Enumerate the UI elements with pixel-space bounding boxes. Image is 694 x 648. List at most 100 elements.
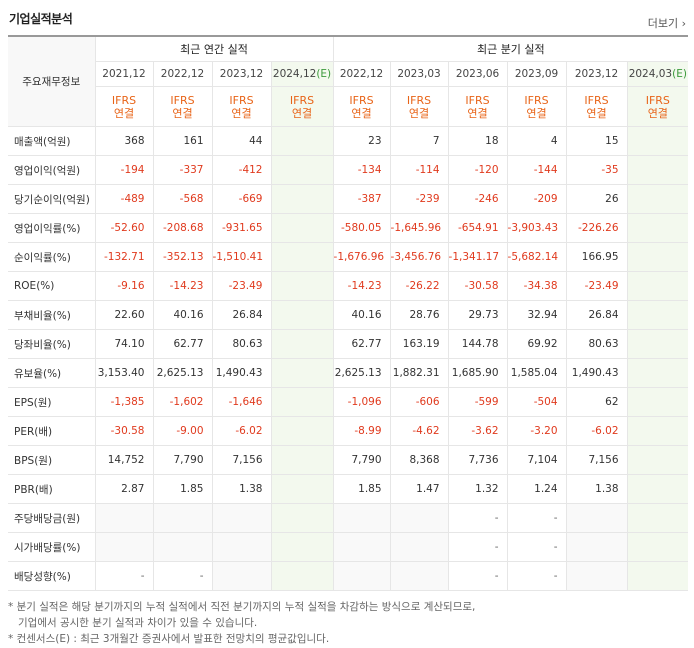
value-cell: 1,685.90	[447, 358, 508, 388]
value-cell	[152, 532, 213, 562]
value-cell: -580.05	[332, 213, 391, 243]
period-cell: 2024,03(E)	[626, 61, 689, 87]
value-cell	[565, 561, 628, 591]
note: * 분기 실적은 해당 분기까지의 누적 실적에서 직전 분기까지의 누적 실적…	[8, 601, 476, 613]
value-cell: -1,646	[211, 387, 272, 417]
value-cell: -23.49	[565, 271, 628, 301]
value-cell: -387	[332, 184, 391, 214]
value-cell: 2.87	[94, 474, 154, 504]
value-cell: -3,456.76	[389, 242, 449, 272]
value-cell: -	[447, 503, 508, 533]
value-cell	[626, 300, 689, 330]
value-cell	[626, 561, 689, 591]
value-cell: 26.84	[211, 300, 272, 330]
value-cell: -1,341.17	[447, 242, 508, 272]
basis: 연결	[172, 106, 193, 120]
standard: IFRS	[524, 93, 549, 107]
period-cell: 2023,12	[211, 61, 272, 87]
group-header: 최근 연간 실적	[94, 35, 334, 62]
value-cell: -4.62	[389, 416, 449, 446]
standard-cell: IFRS 연결	[95, 86, 154, 127]
row-label: 영업이익(억원)	[8, 155, 96, 185]
value-cell: -26.22	[389, 271, 449, 301]
standard: IFRS	[406, 93, 432, 107]
value-cell: 3,153.40	[94, 358, 154, 388]
standard: IFRS	[349, 93, 374, 107]
value-cell	[565, 532, 628, 562]
basis: 연결	[467, 106, 488, 120]
row-label: BPS(원)	[8, 445, 96, 475]
value-cell: 1,490.43	[565, 358, 628, 388]
value-cell	[389, 503, 449, 533]
value-cell: -9.16	[94, 271, 154, 301]
value-cell: -209	[506, 184, 567, 214]
period-cell: 2024,12(E)	[270, 61, 334, 87]
period: 2023,06	[455, 68, 500, 80]
value-cell: 23	[332, 126, 391, 156]
standard: IFRS	[645, 93, 670, 107]
data-row: 부채비율(%) 22.60 40.16 26.84 40.16 28.76 29.73 32.…	[8, 300, 689, 330]
period-cell: 2023,06	[447, 61, 508, 87]
data-row: 영업이익(억원) -194 -337 -412 -134 -114 -120 -144 -35	[8, 155, 689, 185]
value-cell: -30.58	[447, 271, 508, 301]
value-cell: 80.63	[565, 329, 628, 359]
value-cell	[211, 532, 272, 562]
row-label: 부채비율(%)	[8, 300, 96, 330]
value-cell	[270, 242, 334, 272]
value-cell	[626, 155, 689, 185]
value-cell: -412	[211, 155, 272, 185]
value-cell: 7	[389, 126, 449, 156]
value-cell: 44	[211, 126, 272, 156]
note: 기업에서 공시한 분기 실적과 차이가 있을 수 있습니다.	[18, 617, 258, 629]
value-cell: 18	[447, 126, 508, 156]
value-cell	[94, 503, 154, 533]
value-cell: -5,682.14	[506, 242, 567, 272]
period-cell: 2023,03	[389, 61, 449, 87]
standard: IFRS	[465, 93, 490, 107]
row-label: 당좌비율(%)	[8, 329, 96, 359]
value-cell: -226.26	[565, 213, 628, 243]
data-row: 영업이익률(%) -52.60 -208.68 -931.65 -580.05 -1,64…	[8, 213, 689, 243]
period-cell: 2022,12	[152, 61, 213, 87]
value-cell: 1,882.31	[389, 358, 449, 388]
value-cell	[626, 416, 689, 446]
data-row: PER(배) -30.58 -9.00 -6.02 -8.99 -4.62 -3.62 -3.…	[8, 416, 689, 446]
value-cell	[211, 561, 272, 591]
more-link[interactable]: 더보기	[648, 15, 686, 31]
value-cell: -1,096	[332, 387, 391, 417]
value-cell: -1,676.96	[332, 242, 391, 272]
data-row: 유보율(%) 3,153.40 2,625.13 1,490.43 2,625.13 1,…	[8, 358, 689, 388]
value-cell: -246	[447, 184, 508, 214]
row-label: 당기순이익(억원)	[8, 184, 96, 214]
row-label: PBR(배)	[8, 474, 96, 504]
value-cell	[270, 532, 334, 562]
value-cell: 1.24	[506, 474, 567, 504]
value-cell	[626, 184, 689, 214]
section-title: 기업실적분석	[9, 12, 73, 26]
row-label: 매출액(억원)	[8, 126, 96, 156]
value-cell: -3.62	[447, 416, 508, 446]
group-header: 최근 분기 실적	[332, 35, 689, 62]
value-cell: -114	[389, 155, 449, 185]
period-row: 2021,12 2022,12 2023,12 2024,12(E) 2022,12 20…	[8, 61, 689, 87]
row-label: ROE(%)	[8, 271, 96, 301]
standard-cell: IFRS 연결	[332, 86, 391, 127]
standard: IFRS	[584, 93, 609, 107]
data-row: 매출액(억원) 368 161 44 23 7 18 4 15	[8, 126, 689, 156]
value-cell	[626, 242, 689, 272]
basis: 연결	[586, 106, 607, 120]
financial-table: 주요재무정보 최근 연간 실적 최근 분기 실적 2021,12 2022,12 2023…	[8, 35, 689, 591]
value-cell	[626, 503, 689, 533]
value-cell	[94, 532, 154, 562]
row-label: 배당성향(%)	[8, 561, 96, 591]
value-cell: -9.00	[152, 416, 213, 446]
value-cell: 74.10	[94, 329, 154, 359]
value-cell	[626, 271, 689, 301]
value-cell	[626, 358, 689, 388]
row-label: PER(배)	[8, 416, 96, 446]
data-row: 시가배당률(%) - -	[8, 532, 689, 562]
basis: 연결	[351, 106, 372, 120]
value-cell: 1.47	[389, 474, 449, 504]
value-cell: -654.91	[447, 213, 508, 243]
